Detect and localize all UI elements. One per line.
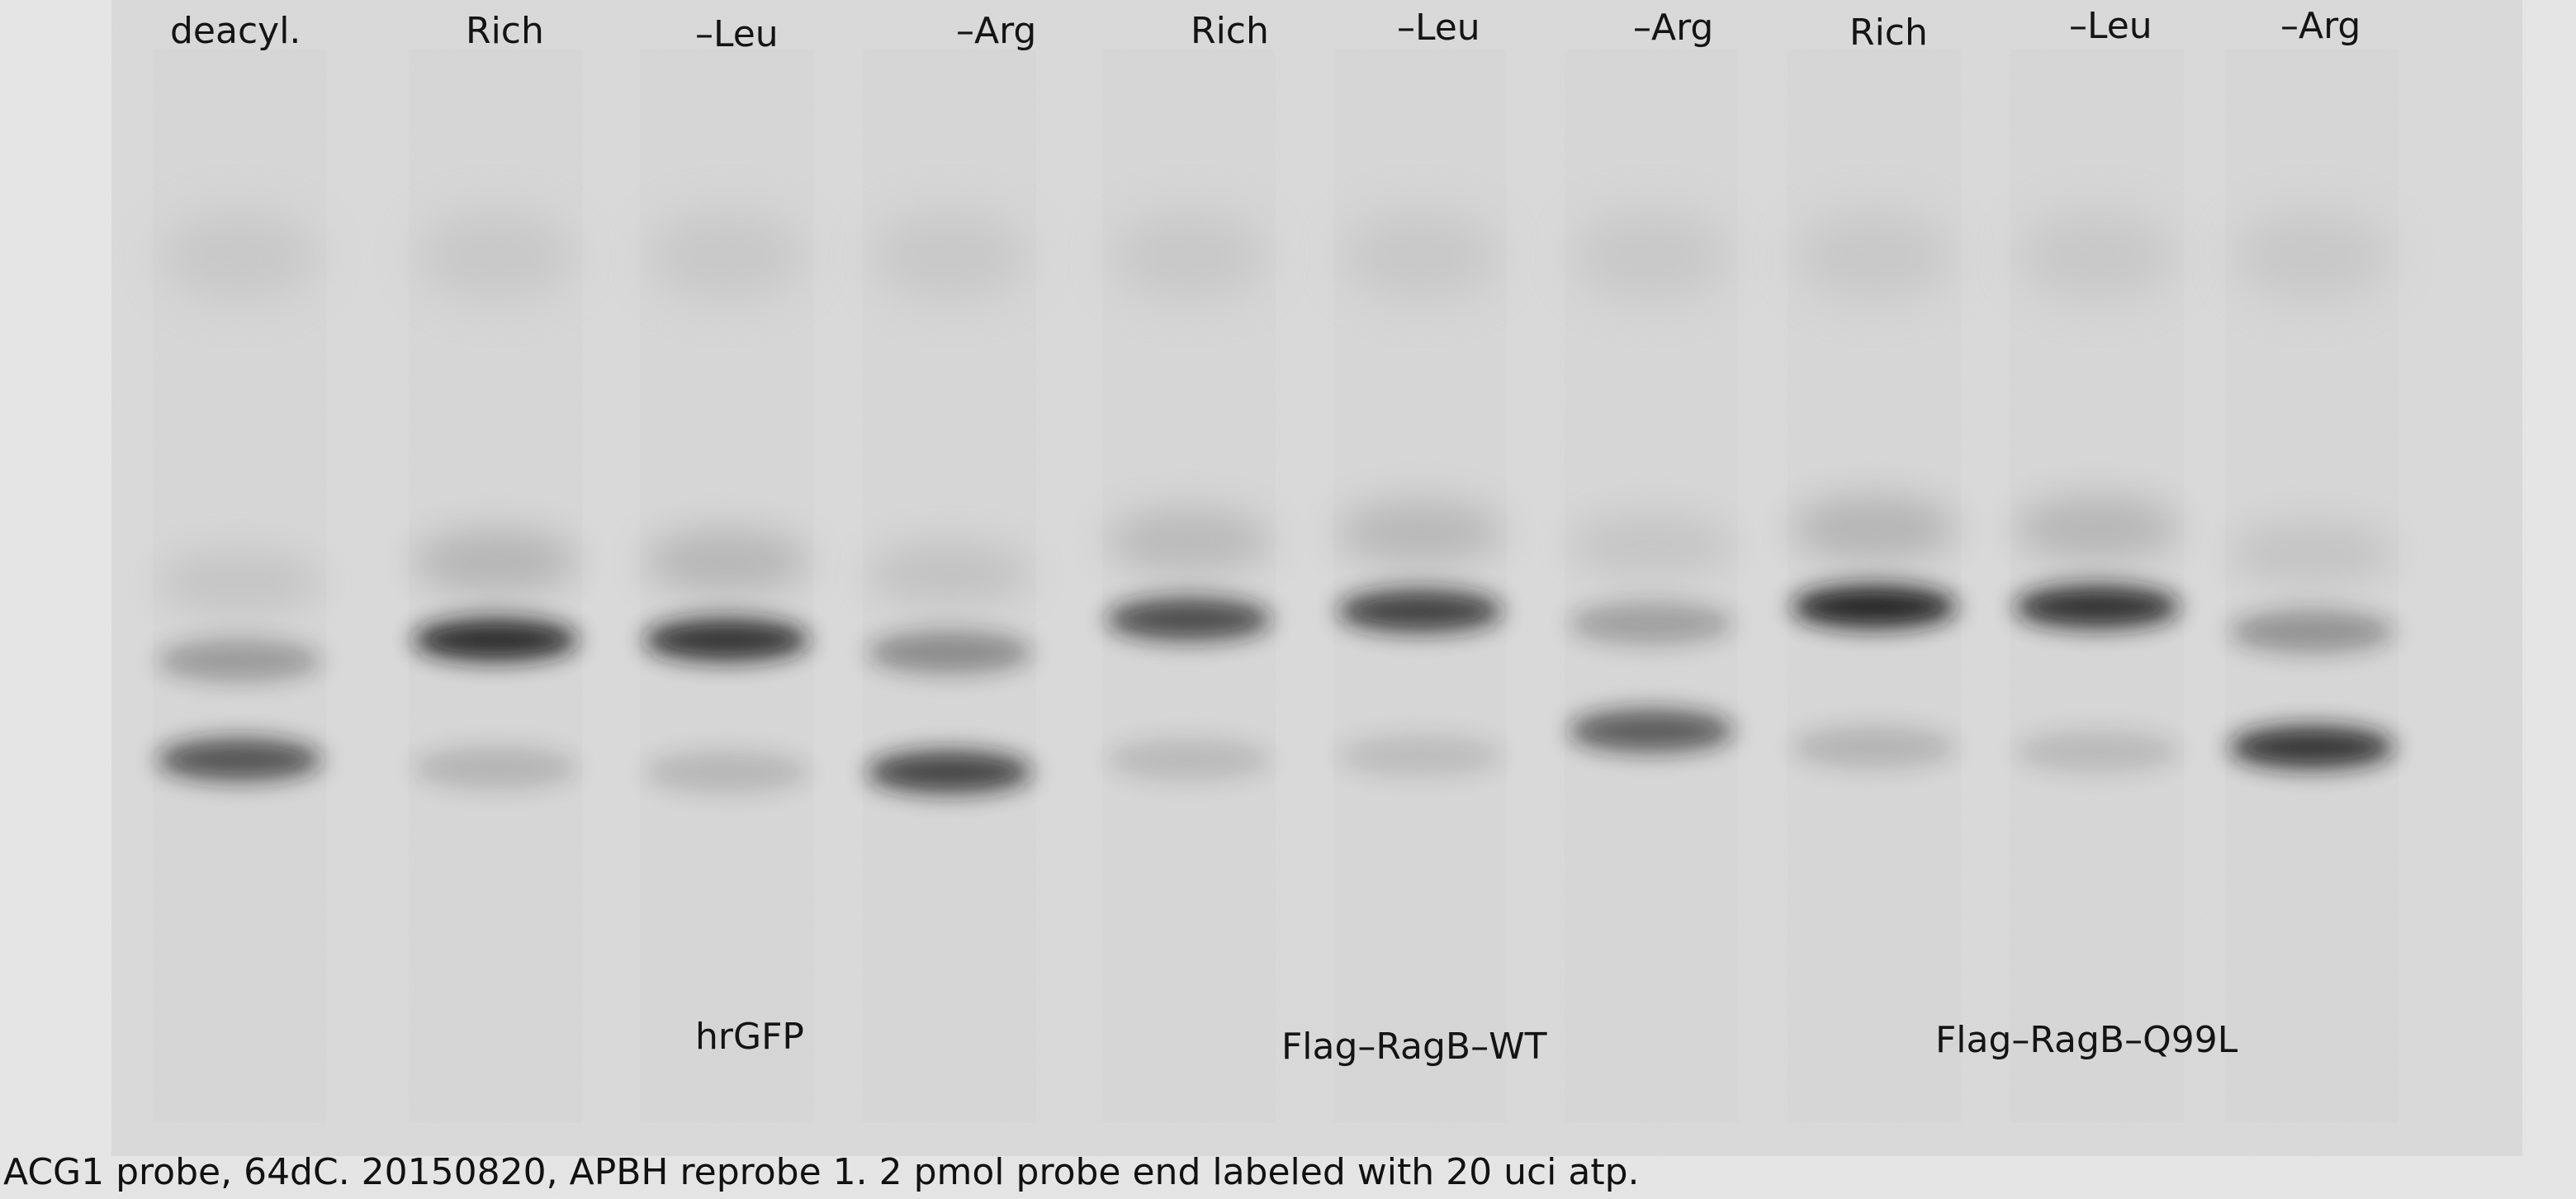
lane-label-hrgfp-leu: –Leu [695,13,779,55]
lane-label-wt-rich: Rich [1191,10,1269,52]
lane-label-q99l-leu: –Leu [2069,5,2152,47]
lane-label-hrgfp-rich: Rich [466,10,544,52]
group-label-ragb-wt: Flag–RagB–WT [1281,1026,1547,1068]
group-label-ragb-q99l: Flag–RagB–Q99L [1935,1019,2238,1061]
lane-label-wt-arg: –Arg [1633,7,1714,49]
lane-label-q99l-rich: Rich [1849,12,1928,54]
lane-label-wt-leu: –Leu [1397,7,1480,49]
blot-caption: ACG1 probe, 64dC. 20150820, APBH reprobe… [3,1151,1640,1193]
lane-label-hrgfp-arg: –Arg [956,10,1037,52]
lane-label-q99l-arg: –Arg [2280,5,2361,47]
group-label-hrgfp: hrGFP [695,1016,804,1058]
lane-label-deacyl: deacyl. [170,10,301,52]
